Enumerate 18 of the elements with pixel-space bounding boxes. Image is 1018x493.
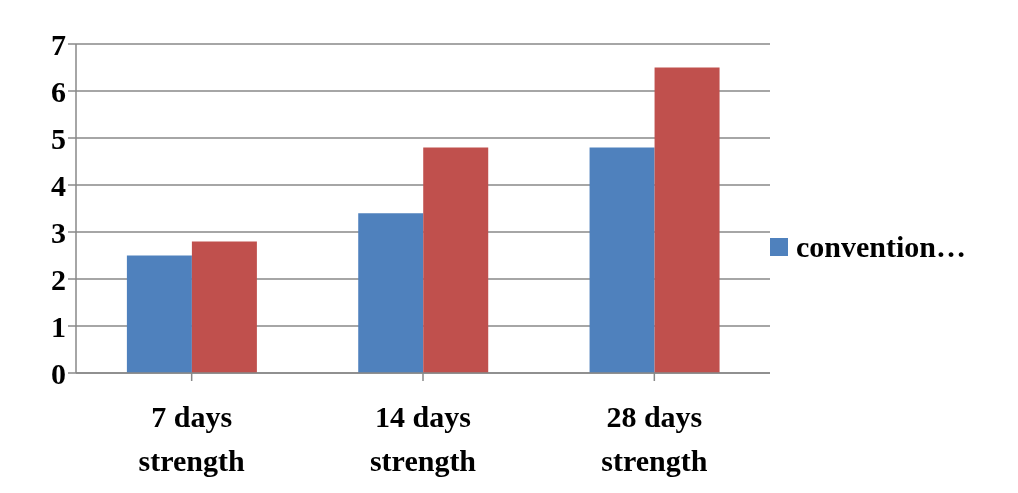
x-tick-label: 7 days strength — [138, 400, 246, 477]
y-tick-label: 2 — [51, 262, 66, 296]
bar — [191, 241, 257, 373]
legend-label: convention… — [796, 229, 967, 264]
x-tick-label: 14 days strength — [369, 400, 477, 477]
bar — [358, 213, 424, 373]
bar — [654, 67, 720, 373]
bar — [423, 147, 489, 373]
y-tick-label: 7 — [51, 27, 66, 61]
bar — [589, 147, 655, 373]
y-tick-label: 0 — [51, 356, 66, 390]
y-tick-label: 5 — [51, 121, 66, 155]
x-tick-label: 28 days strength — [601, 400, 708, 477]
y-tick-label: 6 — [51, 74, 66, 108]
bar — [126, 255, 192, 373]
y-tick-label: 4 — [51, 168, 66, 202]
y-tick-label: 3 — [51, 215, 66, 249]
y-tick-label: 1 — [51, 309, 66, 343]
